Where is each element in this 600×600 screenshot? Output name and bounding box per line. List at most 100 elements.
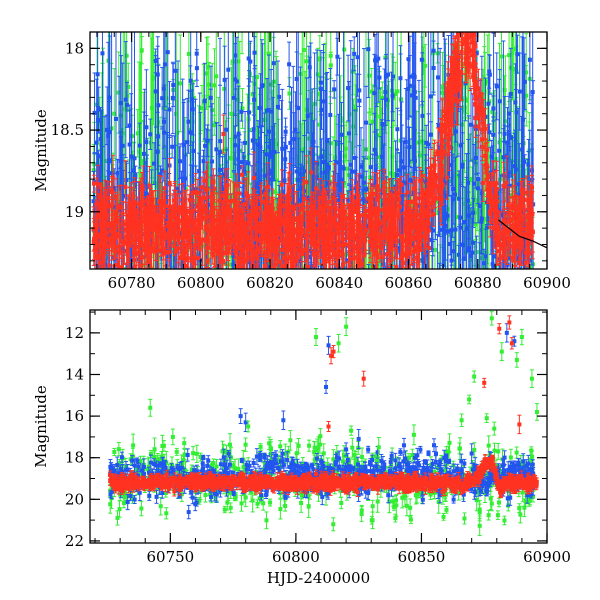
data-point	[376, 56, 381, 61]
data-point	[422, 256, 427, 261]
data-point	[400, 216, 405, 221]
data-point	[317, 92, 322, 97]
data-point	[181, 325, 185, 329]
data-point	[432, 332, 436, 336]
data-point	[124, 102, 129, 107]
data-point	[328, 112, 333, 117]
data-point	[481, 261, 486, 266]
data-point	[467, 220, 472, 225]
data-point	[438, 326, 442, 330]
data-point	[390, 154, 395, 159]
data-point	[372, 147, 377, 152]
data-point	[130, 359, 134, 363]
data-point	[369, 89, 374, 94]
data-point	[346, 86, 351, 91]
data-point	[420, 258, 425, 263]
data-point	[471, 292, 475, 296]
data-point	[374, 114, 379, 119]
data-point	[297, 169, 302, 174]
data-point	[397, 331, 401, 335]
data-point	[94, 140, 99, 145]
data-point	[508, 91, 513, 96]
data-point	[165, 50, 170, 55]
data-point	[106, 133, 111, 138]
data-point	[321, 334, 325, 338]
data-point	[219, 294, 223, 298]
data-point	[268, 297, 272, 301]
data-point	[247, 71, 252, 76]
data-point	[130, 165, 135, 170]
data-point	[517, 270, 521, 274]
data-point	[509, 65, 514, 70]
data-point	[288, 140, 293, 145]
data-point	[214, 74, 219, 79]
data-point	[305, 113, 310, 118]
data-point	[388, 171, 393, 176]
data-point	[481, 299, 485, 303]
data-point	[98, 338, 102, 342]
data-point	[234, 79, 239, 84]
data-point	[385, 103, 390, 108]
data-point	[256, 298, 260, 302]
data-point	[432, 247, 437, 252]
data-point	[237, 290, 241, 294]
data-point	[126, 84, 131, 89]
data-point	[125, 294, 129, 298]
data-point	[271, 61, 276, 66]
data-point	[204, 71, 209, 76]
data-point	[332, 87, 337, 92]
data-point	[223, 147, 228, 152]
data-point	[115, 171, 120, 176]
data-point	[398, 241, 403, 246]
data-point	[237, 270, 241, 274]
data-point	[344, 166, 349, 171]
data-point	[170, 144, 175, 149]
data-point	[292, 327, 296, 331]
data-point	[338, 186, 343, 191]
data-point	[207, 322, 211, 326]
data-point	[505, 174, 510, 179]
data-point	[207, 323, 211, 327]
data-point	[270, 150, 275, 155]
data-point	[167, 287, 171, 291]
data-point	[120, 143, 125, 148]
data-point	[277, 94, 282, 99]
data-point	[454, 142, 459, 147]
data-point	[411, 73, 416, 78]
data-point	[437, 293, 441, 297]
data-point	[272, 313, 276, 317]
data-point	[274, 178, 279, 183]
data-point	[413, 95, 418, 100]
data-point	[301, 289, 305, 293]
data-point	[163, 282, 167, 286]
data-point	[151, 75, 156, 80]
data-point	[424, 180, 429, 185]
data-point	[248, 318, 252, 322]
data-point	[453, 192, 458, 197]
data-point	[338, 118, 343, 123]
data-point	[248, 355, 252, 359]
data-point	[490, 304, 494, 308]
data-point	[393, 92, 398, 97]
data-point	[205, 138, 210, 143]
data-point	[112, 111, 117, 116]
data-point	[301, 48, 306, 53]
data-point	[226, 274, 230, 278]
data-point	[436, 123, 441, 128]
data-point	[102, 279, 106, 283]
data-point	[515, 52, 520, 57]
data-point	[303, 209, 308, 214]
data-point	[267, 299, 271, 303]
data-point	[312, 160, 317, 165]
data-point	[366, 155, 371, 160]
data-point	[123, 97, 128, 102]
data-point	[247, 205, 252, 210]
data-point	[246, 56, 251, 61]
data-point	[256, 142, 261, 147]
data-point	[101, 313, 105, 317]
data-point	[490, 110, 495, 115]
data-point	[444, 298, 448, 302]
data-point	[351, 124, 356, 129]
data-point	[210, 159, 215, 164]
